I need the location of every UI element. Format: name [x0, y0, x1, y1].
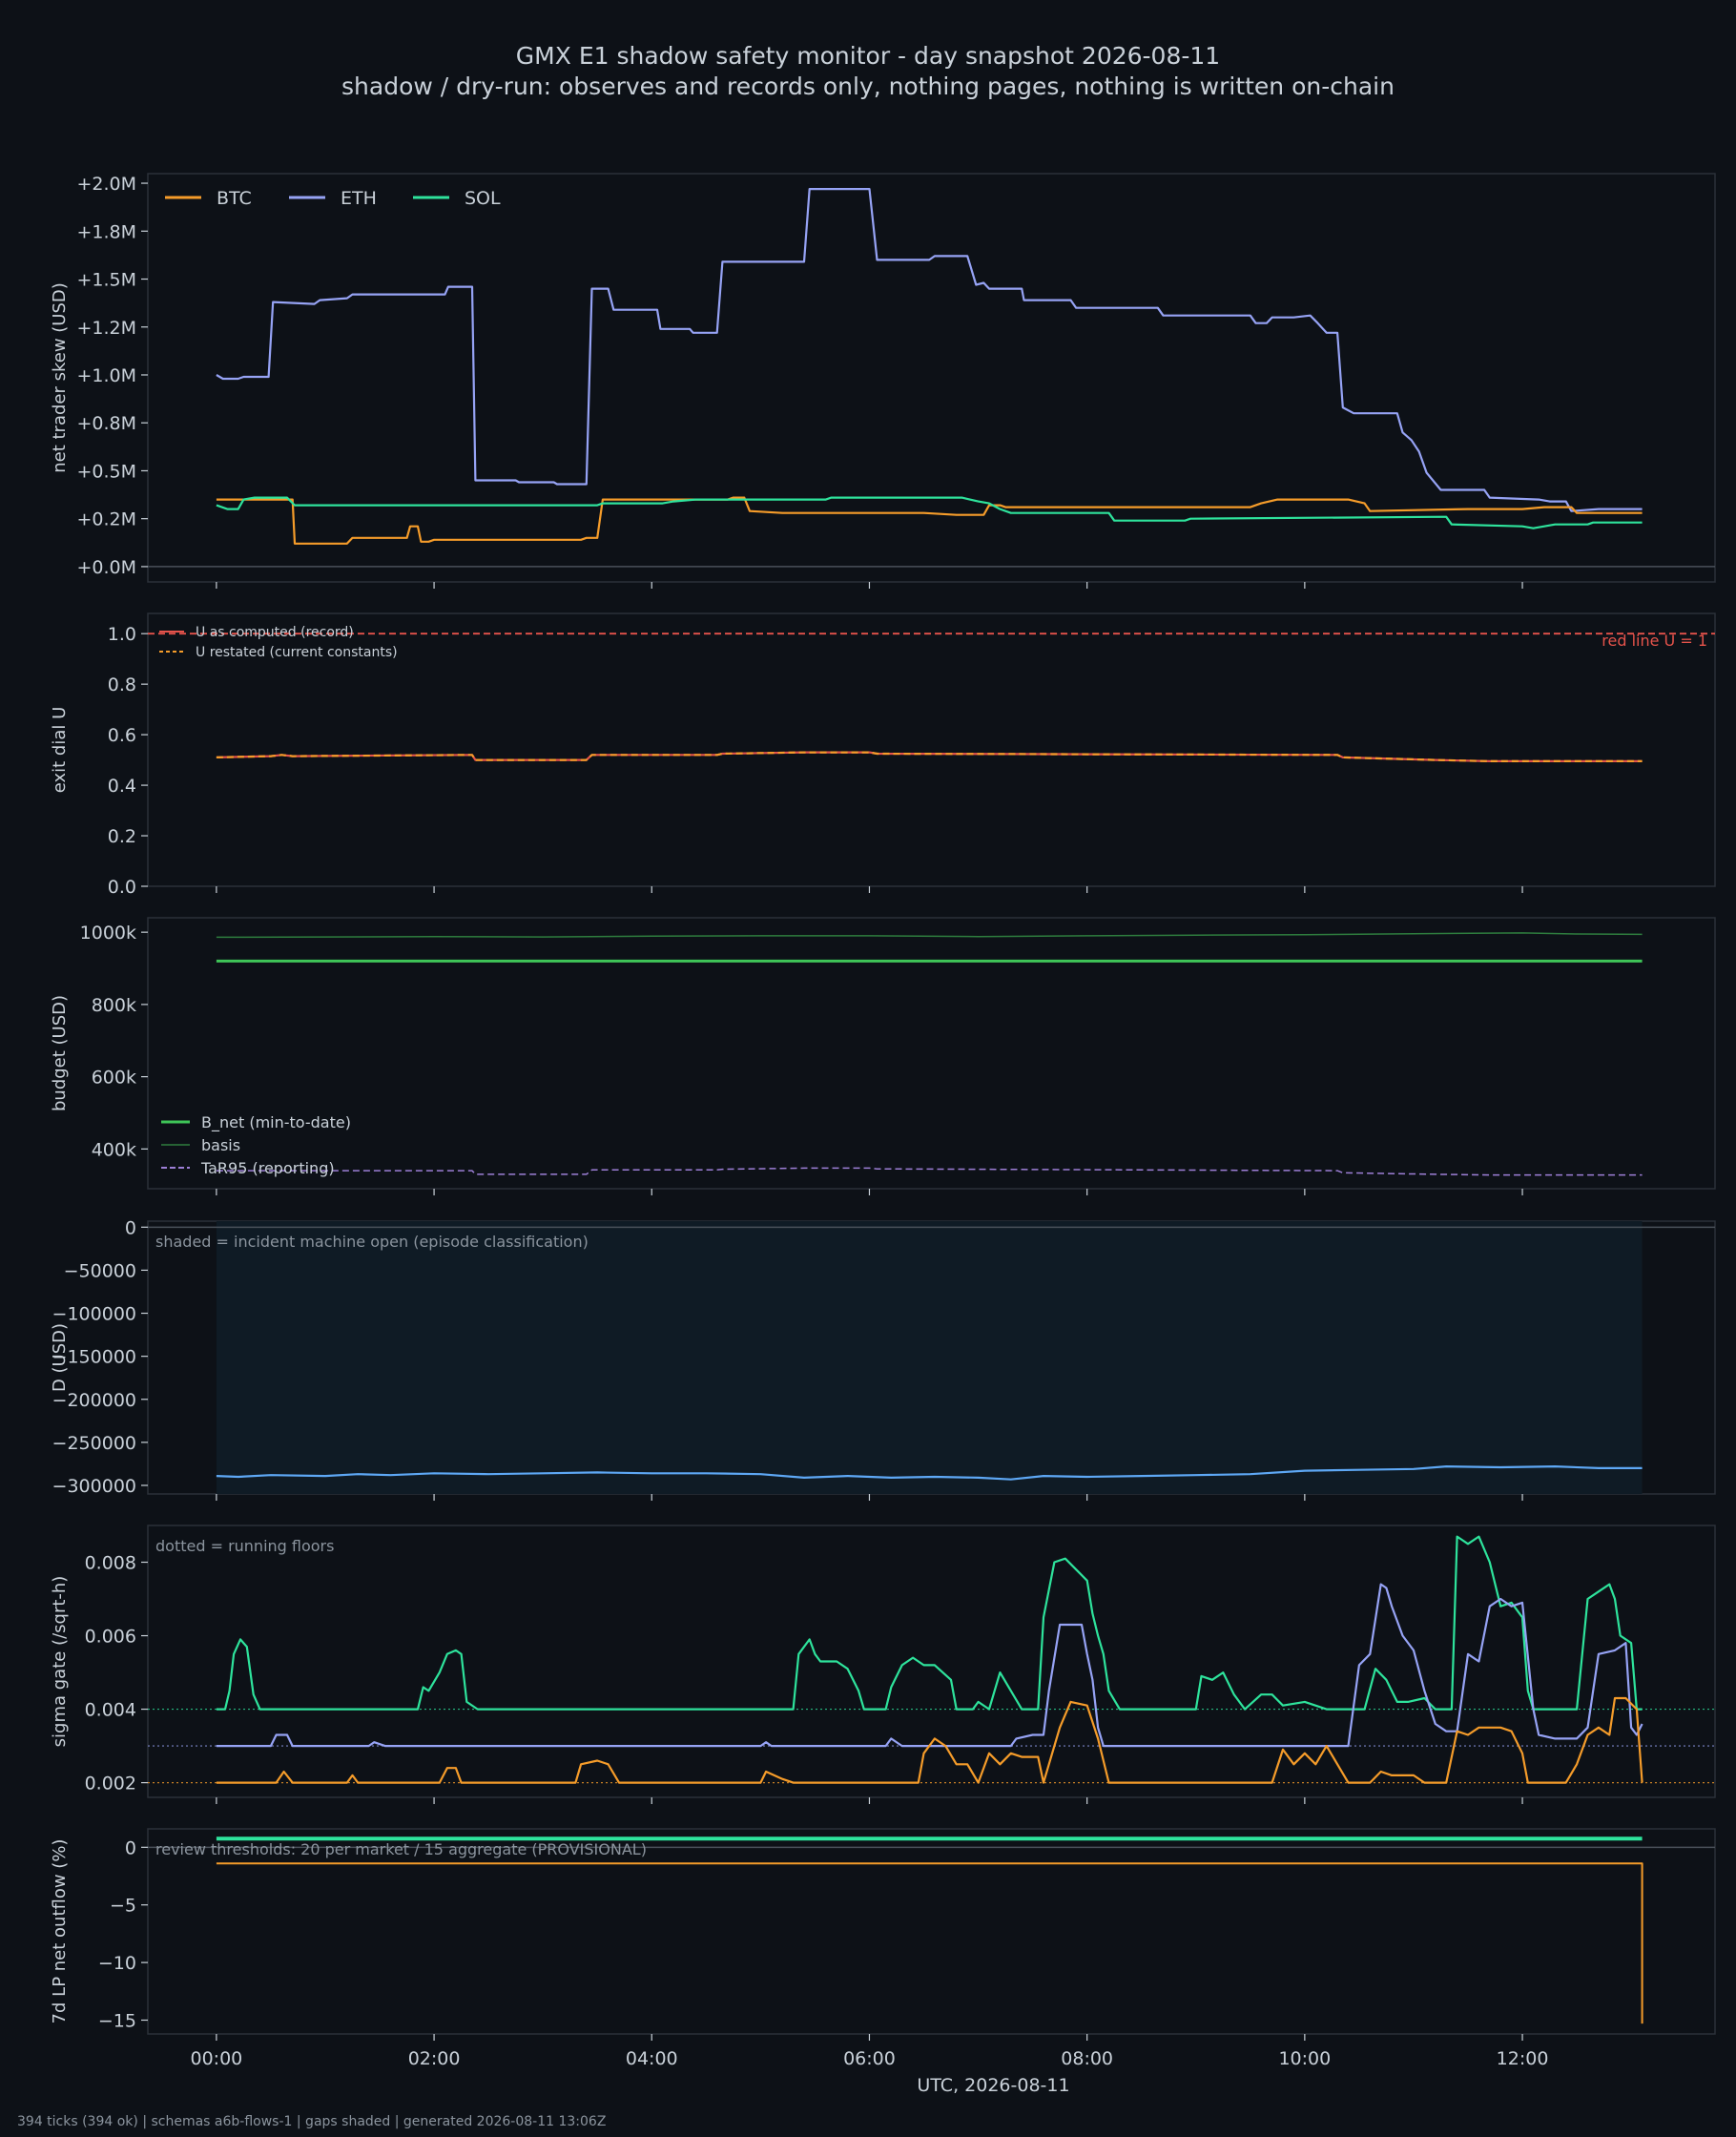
- y-tick-label: −100000: [52, 1304, 136, 1325]
- y-tick-label: 800k: [92, 995, 136, 1016]
- y-tick-label: 0.8: [108, 674, 136, 695]
- y-tick-label: +1.8M: [76, 221, 136, 242]
- panel-budget: 400k 600k 800k 1000k budget (USD) B_net (min-…: [50, 917, 1716, 1195]
- y-axis-label: sigma gate (/sqrt-h): [50, 1576, 70, 1748]
- y-axis-label: budget (USD): [50, 995, 70, 1111]
- panel-sigma: 0.002 0.004 0.006 0.008 sigma gate (/sqrt-h)…: [50, 1525, 1716, 1804]
- y-tick-label: −5: [110, 1896, 136, 1917]
- y-axis-label: 7d LP net outflow (%): [50, 1839, 70, 2024]
- y-tick-label: +1.2M: [76, 318, 136, 339]
- x-tick-label: 00:00: [190, 2048, 242, 2069]
- series-line-eth: [216, 188, 1643, 512]
- legend-entry: B_net (min-to-date): [201, 1113, 351, 1132]
- legend-entry: U restated (current constants): [196, 645, 398, 660]
- series-line-sol: [216, 496, 1643, 529]
- y-tick-label: +0.8M: [76, 413, 136, 434]
- x-tick-label: 06:00: [843, 2048, 896, 2069]
- series-line-basis: [216, 932, 1643, 939]
- y-tick-label: −250000: [52, 1433, 136, 1454]
- series-line-btc: [216, 1696, 1643, 1784]
- y-tick-label: 0.0: [108, 877, 136, 898]
- y-tick-label: 0.4: [108, 776, 136, 797]
- series-line-tar95-reporting: [216, 1167, 1643, 1176]
- footer-status: 394 ticks (394 ok) | schemas a6b-flows-1…: [17, 2114, 607, 2129]
- y-tick-label: +1.0M: [76, 365, 136, 386]
- x-tick-label: 02:00: [408, 2048, 461, 2069]
- panel-annotation: shaded = incident machine open (episode …: [155, 1233, 589, 1251]
- panel-annotation: review thresholds: 20 per market / 15 ag…: [155, 1840, 647, 1858]
- y-tick-label: 600k: [92, 1068, 136, 1089]
- legend-entry: SOL: [465, 188, 501, 209]
- panel-frame: [147, 917, 1716, 1190]
- y-axis-label: D (USD): [50, 1323, 70, 1392]
- y-tick-label: +0.2M: [76, 509, 136, 530]
- y-tick-label: −150000: [52, 1347, 136, 1368]
- figure-title: GMX E1 shadow safety monitor - day snaps…: [515, 42, 1221, 70]
- panel-frame: [147, 1828, 1716, 2035]
- y-tick-label: −50000: [64, 1260, 136, 1281]
- legend-entry: basis: [201, 1136, 240, 1154]
- y-tick-label: 0.6: [108, 725, 136, 746]
- series-line-sol: [216, 1535, 1643, 1711]
- legend-entry: TaR95 (reporting): [200, 1159, 335, 1177]
- y-tick-label: 0: [125, 1837, 136, 1858]
- panel-skew: +0.0M +0.2M +0.5M +0.8M +1.0M +1.2M +1.5M +1.8M…: [50, 173, 1716, 589]
- figure-subtitle: shadow / dry-run: observes and records o…: [341, 73, 1395, 100]
- y-tick-label: 0.002: [85, 1774, 136, 1795]
- y-tick-label: −300000: [52, 1476, 136, 1497]
- y-axis-label: exit dial U: [50, 707, 70, 794]
- x-tick-label: 08:00: [1061, 2048, 1113, 2069]
- series-line-eth: [216, 1583, 1643, 1748]
- y-tick-label: −10: [98, 1953, 136, 1974]
- y-tick-label: 0.008: [85, 1553, 136, 1574]
- y-tick-label: +0.0M: [76, 557, 136, 578]
- shaded-incident-span: [216, 1221, 1643, 1494]
- y-tick-label: 400k: [92, 1139, 136, 1160]
- y-axis-label: net trader skew (USD): [50, 282, 70, 473]
- panel-frame: [147, 1525, 1716, 1798]
- legend-entry: BTC: [217, 188, 252, 209]
- y-tick-label: 0.004: [85, 1700, 136, 1721]
- series-line-btc: [216, 496, 1643, 545]
- y-tick-label: −200000: [52, 1390, 136, 1411]
- y-tick-label: 1.0: [108, 624, 136, 645]
- legend-entry: U as computed (record): [196, 625, 354, 640]
- y-tick-label: 0.2: [108, 826, 136, 847]
- y-tick-label: 1000k: [80, 923, 136, 944]
- y-tick-label: +1.5M: [76, 270, 136, 291]
- x-tick-label: 10:00: [1278, 2048, 1331, 2069]
- y-tick-label: +2.0M: [76, 174, 136, 195]
- panel-frame: [147, 173, 1716, 583]
- red-line-label: red line U = 1: [1602, 632, 1707, 650]
- y-tick-label: −15: [98, 2011, 136, 2032]
- series-line-u-restated-current-constants: [216, 751, 1643, 762]
- panel-lpflow: −15 −10 −5 0 7d LP net outflow (%) review thr…: [50, 1828, 1716, 2041]
- panel-frame: [147, 612, 1716, 887]
- x-tick-label: 12:00: [1497, 2048, 1549, 2069]
- panel-exitdial: 0.0 0.2 0.4 0.6 0.8 1.0 exit dial U red line U …: [50, 612, 1716, 898]
- series-line-d: [216, 1465, 1643, 1481]
- y-tick-label: +0.5M: [76, 461, 136, 482]
- legend-entry: ETH: [341, 188, 377, 209]
- panel-annotation: dotted = running floors: [155, 1537, 334, 1555]
- series-line-btc: [216, 1862, 1643, 2024]
- y-tick-label: 0.006: [85, 1627, 136, 1648]
- x-tick-label: 04:00: [626, 2048, 678, 2069]
- panel-D: −300000 −250000 −200000 −150000 −100000 −5000…: [50, 1217, 1716, 1501]
- y-tick-label: 0: [125, 1217, 136, 1238]
- x-axis-label: UTC, 2026-08-11: [917, 2075, 1069, 2096]
